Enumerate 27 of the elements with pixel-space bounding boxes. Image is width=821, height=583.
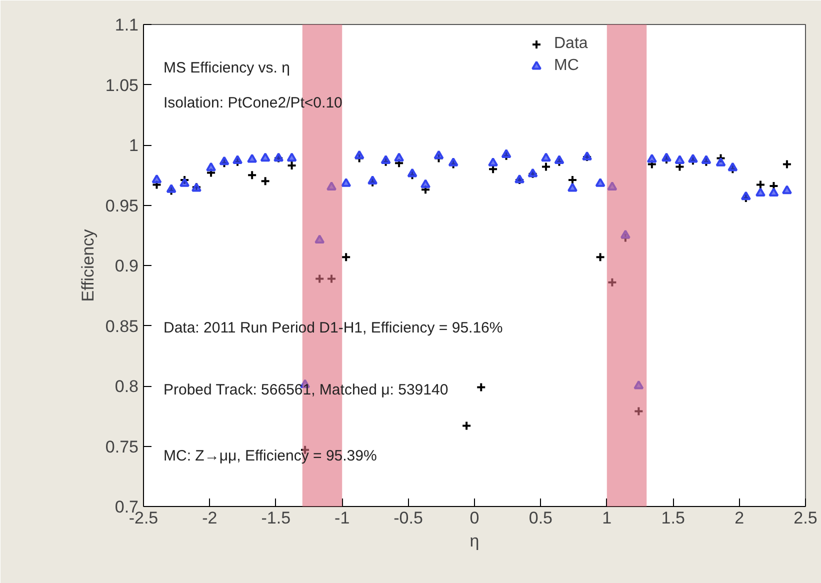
annotation: Isolation: PtCone2/Pt<0.10 (164, 94, 342, 112)
y-tick-label: 1.1 (114, 16, 139, 34)
annotation: Data: 2011 Run Period D1-H1, Efficiency = 95.16% (164, 320, 503, 336)
y-tick-label: 0.8 (114, 377, 139, 396)
y-tick-label: 0.95 (105, 196, 139, 216)
x-tick-label: 0.5 (528, 508, 553, 528)
x-tick-label: 1.5 (661, 508, 685, 528)
x-axis-title: η (470, 532, 480, 550)
y-axis-title: Efficiency (78, 228, 98, 302)
y-tick-label: 1.05 (105, 76, 139, 95)
y-tick-label: 0.9 (114, 256, 139, 276)
x-tick-label: 0 (470, 508, 480, 528)
y-tick-label: 1 (129, 136, 139, 155)
x-tick-label: 1 (602, 508, 612, 528)
x-tick-label: -2 (202, 508, 218, 528)
legend-label: MC (554, 57, 579, 75)
annotation: MC: Z→μμ, Efficiency = 95.39% (164, 448, 377, 464)
y-tick-label: 0.75 (105, 437, 139, 456)
x-tick-label: 2.5 (794, 508, 818, 528)
x-tick-label: -1 (334, 508, 350, 528)
x-tick-label: -0.5 (394, 508, 423, 528)
x-tick-label: 2 (734, 508, 744, 528)
annotation: MS Efficiency vs. η (164, 60, 290, 76)
y-tick-label: 0.85 (105, 316, 139, 336)
x-tick-label: -1.5 (261, 508, 291, 528)
legend-label: Data (554, 35, 588, 53)
annotation: Probed Track: 566561, Matched μ: 539140 (164, 382, 448, 398)
